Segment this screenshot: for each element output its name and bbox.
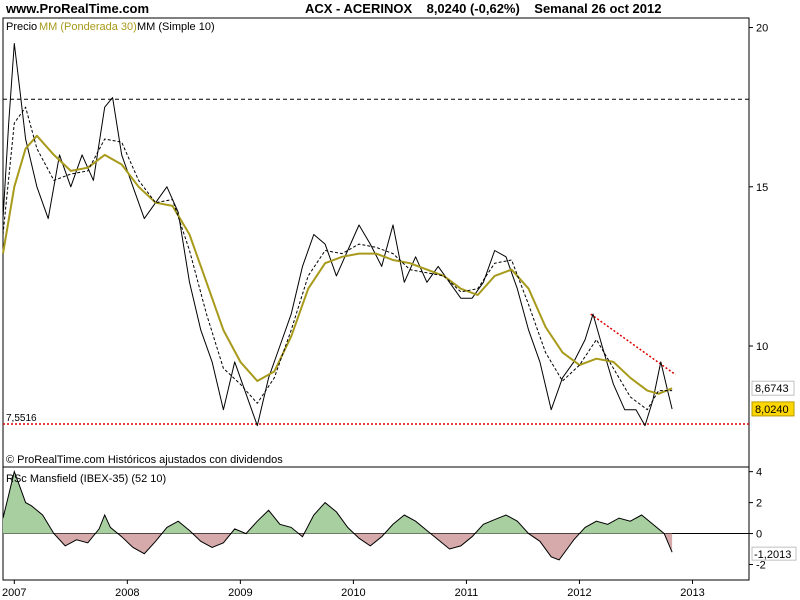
rs-y-tick-label: -2 bbox=[756, 560, 766, 572]
rs-y-tick-label: 0 bbox=[756, 529, 762, 541]
rs-last-label: -1,2013 bbox=[754, 549, 791, 561]
legend-wma30: MM (Ponderada 30) bbox=[39, 21, 137, 33]
hline-label: 7,5516 bbox=[6, 413, 37, 424]
legend-price: Precio bbox=[6, 21, 37, 33]
x-tick-label: 2009 bbox=[228, 587, 252, 599]
rs-y-tick-label: 4 bbox=[756, 467, 762, 479]
rs-title: RSc Mansfield (IBEX-35) (52 10) bbox=[6, 473, 166, 485]
x-tick-label: 2007 bbox=[2, 587, 26, 599]
last-value-label: 8,6743 bbox=[755, 383, 789, 395]
x-tick-label: 2008 bbox=[115, 587, 139, 599]
last-price-box bbox=[751, 401, 795, 417]
site-label: www.ProRealTime.com bbox=[6, 1, 150, 16]
series-line-0 bbox=[2, 43, 673, 427]
rs-plot bbox=[2, 469, 749, 561]
chart-title: ACX - ACERINOX 8,0240 (-0,62%) Semanal 2… bbox=[305, 0, 661, 18]
trendline bbox=[590, 313, 676, 376]
y-tick-label: 15 bbox=[756, 182, 768, 194]
last-ma-box bbox=[751, 380, 795, 396]
period-label: Semanal 26 oct 2012 bbox=[534, 1, 662, 16]
x-tick-label: 2011 bbox=[455, 587, 479, 599]
footer-note: © ProRealTime.com Históricos ajustados c… bbox=[6, 454, 283, 466]
x-tick-label: 2010 bbox=[341, 587, 365, 599]
legend-sma10: MM (Simple 10) bbox=[137, 21, 215, 33]
price-panel-frame bbox=[2, 17, 750, 468]
symbol-label: ACX - ACERINOX bbox=[305, 1, 413, 16]
series-line-1 bbox=[2, 134, 673, 395]
price-plot: 7,5516 bbox=[2, 43, 749, 427]
y-tick-label: 20 bbox=[756, 23, 768, 35]
rs-line bbox=[2, 469, 673, 561]
x-tick-label: 2013 bbox=[680, 587, 704, 599]
last-value-label: 8,0240 bbox=[755, 404, 789, 416]
last-value-label: 8,0240 (-0,62%) bbox=[426, 1, 520, 16]
x-tick-label: 2012 bbox=[567, 587, 591, 599]
rs-area-negative bbox=[3, 533, 673, 560]
y-tick-label: 10 bbox=[756, 341, 768, 353]
rs-y-tick-label: 2 bbox=[756, 498, 762, 510]
series-line-2 bbox=[2, 106, 673, 411]
rs-last-box bbox=[751, 546, 797, 561]
